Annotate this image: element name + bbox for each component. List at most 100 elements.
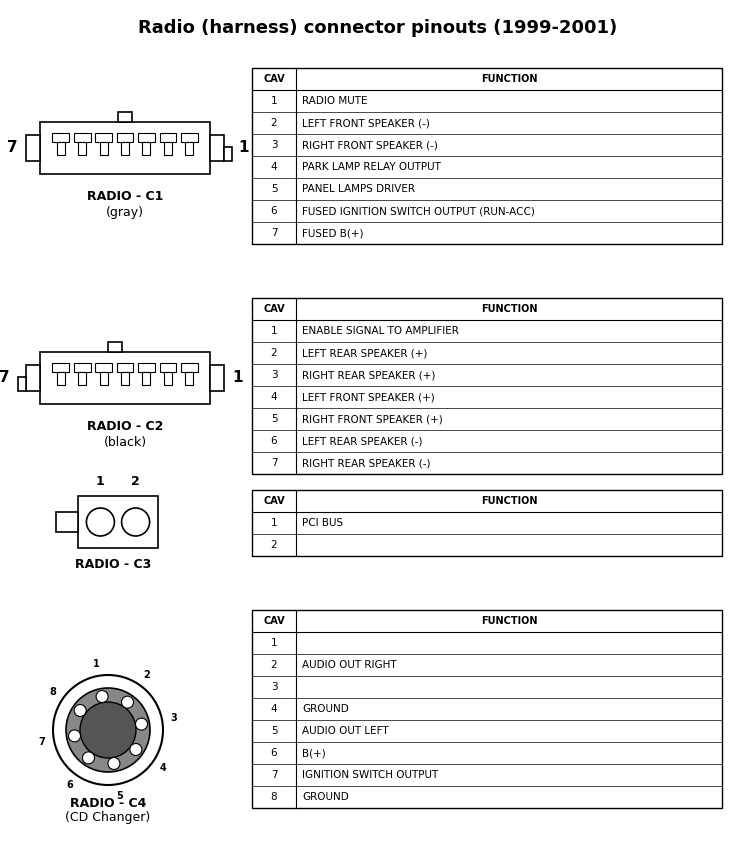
Text: 2: 2 — [271, 660, 277, 670]
Bar — [224, 147, 232, 161]
Text: LEFT REAR SPEAKER (+): LEFT REAR SPEAKER (+) — [302, 348, 427, 358]
Text: 1: 1 — [232, 370, 243, 386]
Bar — [95, 363, 112, 372]
Text: 7: 7 — [271, 228, 277, 238]
Bar — [142, 142, 150, 155]
Circle shape — [69, 730, 81, 742]
Bar — [95, 133, 112, 142]
Bar — [160, 363, 176, 372]
Bar — [52, 133, 69, 142]
Bar — [100, 142, 107, 155]
Bar — [100, 372, 107, 385]
Bar — [56, 512, 78, 532]
Text: RADIO - C4: RADIO - C4 — [70, 797, 146, 810]
Bar — [74, 133, 91, 142]
Bar — [252, 68, 722, 244]
Text: 2: 2 — [271, 540, 277, 550]
Bar — [57, 142, 65, 155]
Circle shape — [108, 758, 120, 770]
Circle shape — [86, 508, 114, 536]
Text: 1: 1 — [271, 96, 277, 106]
Text: 1: 1 — [238, 140, 249, 155]
Text: 2: 2 — [271, 348, 277, 358]
Bar — [138, 363, 155, 372]
Circle shape — [53, 675, 163, 785]
Bar — [26, 365, 40, 391]
Text: 7: 7 — [271, 770, 277, 780]
Text: 5: 5 — [116, 791, 123, 801]
Text: LEFT FRONT SPEAKER (-): LEFT FRONT SPEAKER (-) — [302, 118, 430, 128]
Text: 4: 4 — [271, 162, 277, 172]
Text: 8: 8 — [271, 792, 277, 802]
Text: RADIO - C1: RADIO - C1 — [87, 190, 163, 203]
Text: PARK LAMP RELAY OUTPUT: PARK LAMP RELAY OUTPUT — [302, 162, 441, 172]
Bar — [74, 363, 91, 372]
Text: LEFT REAR SPEAKER (-): LEFT REAR SPEAKER (-) — [302, 436, 423, 446]
Text: 4: 4 — [271, 704, 277, 714]
Text: 7: 7 — [39, 737, 45, 746]
Bar — [142, 372, 150, 385]
Text: RADIO MUTE: RADIO MUTE — [302, 96, 367, 106]
Circle shape — [122, 696, 134, 708]
Text: 7: 7 — [271, 458, 277, 468]
Text: 2: 2 — [132, 475, 140, 488]
Text: 4: 4 — [271, 392, 277, 402]
Text: RIGHT REAR SPEAKER (-): RIGHT REAR SPEAKER (-) — [302, 458, 430, 468]
Text: 3: 3 — [271, 682, 277, 692]
Bar — [185, 142, 194, 155]
Text: 6: 6 — [271, 748, 277, 758]
Circle shape — [74, 705, 86, 716]
Bar — [116, 133, 133, 142]
Circle shape — [122, 508, 150, 536]
Bar — [210, 365, 224, 391]
Text: B(+): B(+) — [302, 748, 326, 758]
Text: RIGHT FRONT SPEAKER (-): RIGHT FRONT SPEAKER (-) — [302, 140, 438, 150]
Text: 5: 5 — [271, 414, 277, 424]
Text: 1: 1 — [271, 326, 277, 336]
Text: FUNCTION: FUNCTION — [481, 304, 538, 314]
Bar — [116, 363, 133, 372]
Text: RIGHT FRONT SPEAKER (+): RIGHT FRONT SPEAKER (+) — [302, 414, 443, 424]
Bar — [181, 133, 197, 142]
Text: FUNCTION: FUNCTION — [481, 616, 538, 626]
Bar — [40, 352, 210, 404]
Bar — [118, 112, 132, 122]
Text: FUSED B(+): FUSED B(+) — [302, 228, 364, 238]
Text: 5: 5 — [271, 184, 277, 194]
Text: AUDIO OUT LEFT: AUDIO OUT LEFT — [302, 726, 389, 736]
Text: CAV: CAV — [263, 74, 285, 84]
Text: (gray): (gray) — [106, 206, 144, 219]
Text: 6: 6 — [271, 436, 277, 446]
Text: 1: 1 — [96, 475, 105, 488]
Text: CAV: CAV — [263, 496, 285, 506]
Text: RIGHT REAR SPEAKER (+): RIGHT REAR SPEAKER (+) — [302, 370, 435, 380]
Text: FUNCTION: FUNCTION — [481, 74, 538, 84]
Bar — [185, 372, 194, 385]
Bar — [78, 496, 158, 548]
Text: 4: 4 — [160, 764, 166, 773]
Text: LEFT FRONT SPEAKER (+): LEFT FRONT SPEAKER (+) — [302, 392, 435, 402]
Text: FUSED IGNITION SWITCH OUTPUT (RUN-ACC): FUSED IGNITION SWITCH OUTPUT (RUN-ACC) — [302, 206, 535, 216]
Bar — [78, 142, 86, 155]
Bar — [138, 133, 155, 142]
Text: 1: 1 — [271, 518, 277, 528]
Text: 3: 3 — [271, 140, 277, 150]
Text: GROUND: GROUND — [302, 704, 349, 714]
Text: 3: 3 — [271, 370, 277, 380]
Text: 1: 1 — [271, 638, 277, 648]
Text: (CD Changer): (CD Changer) — [65, 811, 150, 824]
Bar — [210, 135, 224, 161]
Bar — [181, 363, 197, 372]
Bar — [164, 372, 172, 385]
Circle shape — [66, 688, 150, 772]
Text: 8: 8 — [50, 687, 57, 696]
Circle shape — [80, 702, 136, 758]
Text: 1: 1 — [93, 659, 100, 669]
Bar — [108, 342, 122, 352]
Bar — [160, 133, 176, 142]
Text: 7: 7 — [0, 370, 10, 386]
Bar — [252, 490, 722, 556]
Text: 2: 2 — [271, 118, 277, 128]
Circle shape — [130, 744, 142, 755]
Bar — [26, 135, 40, 161]
